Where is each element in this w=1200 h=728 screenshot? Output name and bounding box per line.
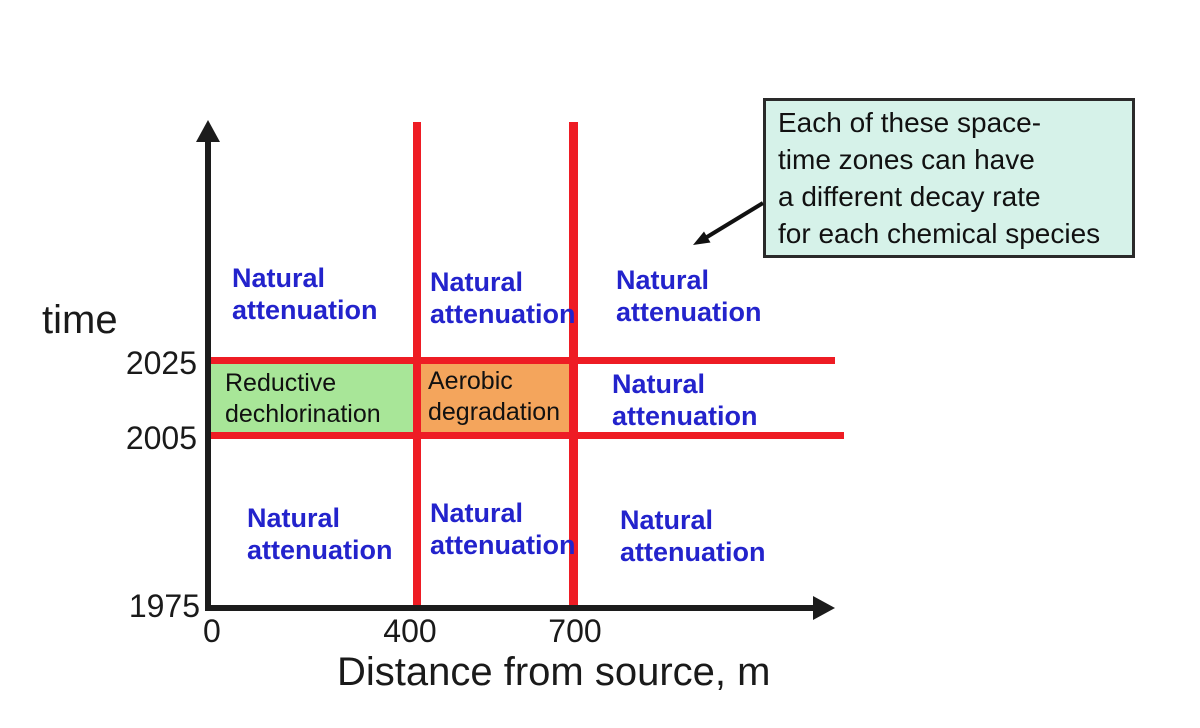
y-tick-2025: 2025 <box>125 345 197 381</box>
y-axis-line <box>205 132 211 611</box>
zone-label-bottom-middle: Natural attenuation <box>430 498 576 560</box>
zone-label-bottom-left: Natural attenuation <box>247 503 393 565</box>
x-tick-400: 400 <box>383 613 437 649</box>
y-tick-1975: 1975 <box>128 588 200 624</box>
reductive-dechlorination-label: Reductive dechlorination <box>225 369 381 428</box>
y-axis-arrowhead-icon <box>196 120 220 142</box>
reductive-dechlorination-zone-fill <box>211 361 417 434</box>
y-axis-title: time <box>42 298 118 342</box>
boundary-line-2025 <box>208 357 835 364</box>
zone-label-bottom-right: Natural attenuation <box>620 505 766 567</box>
zone-label-middle-right: Natural attenuation <box>612 369 758 431</box>
callout-arrow-icon <box>693 201 765 245</box>
boundary-line-700m <box>569 122 578 611</box>
aerobic-degradation-label: Aerobic degradation <box>428 367 561 426</box>
zone-label-top-middle: Natural attenuation <box>430 267 576 329</box>
x-tick-700: 700 <box>548 613 602 649</box>
x-tick-0: 0 <box>203 613 221 649</box>
zone-label-top-left: Natural attenuation <box>232 263 378 325</box>
boundary-line-2005 <box>208 432 844 439</box>
callout-box <box>763 98 1135 258</box>
y-tick-2005: 2005 <box>125 420 197 456</box>
x-axis-line <box>205 605 817 611</box>
boundary-line-400m <box>413 122 421 611</box>
x-axis-title: Distance from source, m <box>337 650 771 694</box>
callout-text: Each of these space- time zones can have… <box>778 107 1101 249</box>
aerobic-degradation-zone-fill <box>417 361 573 434</box>
x-axis-arrowhead-icon <box>813 596 835 620</box>
zone-label-top-right: Natural attenuation <box>616 265 762 327</box>
